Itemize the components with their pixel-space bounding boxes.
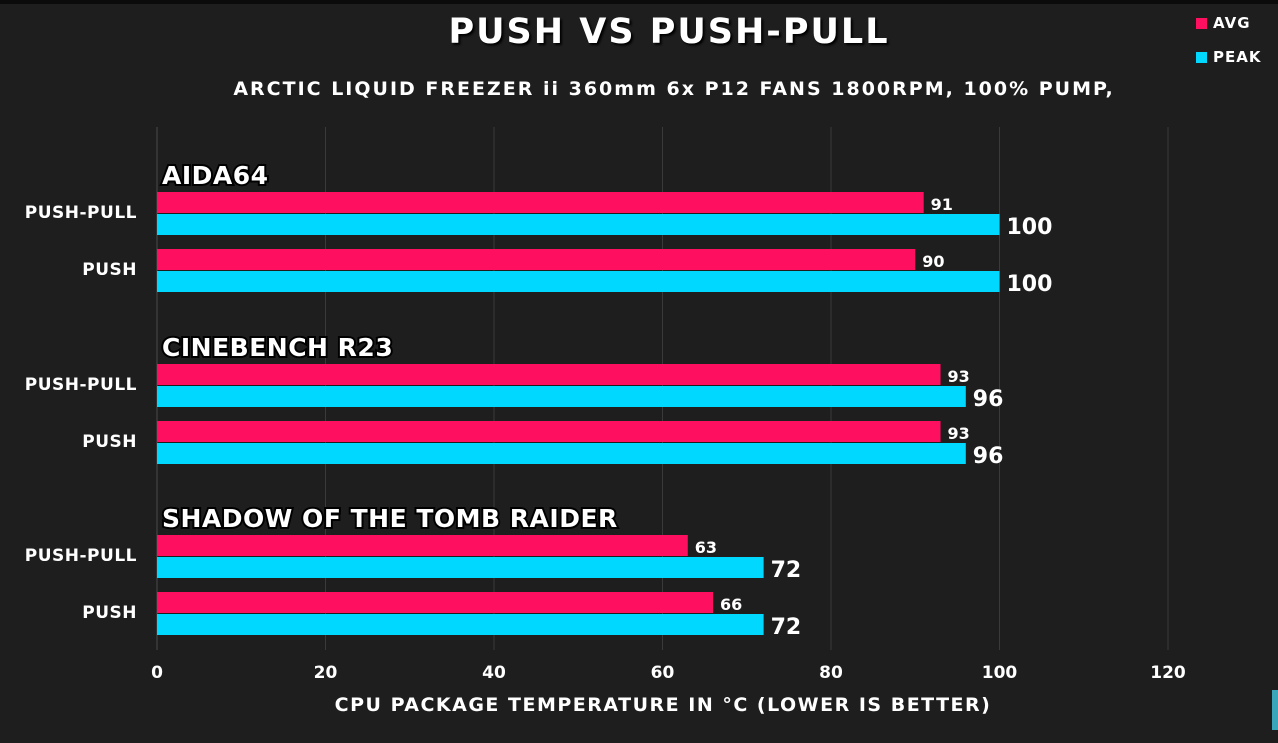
peak-value-label: 96 [973,387,1004,412]
avg-bar [157,364,941,385]
chart-subtitle: ARCTIC LIQUID FREEZER ii 360mm 6x P12 FA… [233,78,1115,100]
x-tick-label: 40 [482,663,506,683]
peak-bar [157,557,764,578]
top-border [0,0,1278,4]
x-tick-label: 120 [1150,663,1186,683]
corner-accent [1272,690,1278,730]
avg-bar [157,535,688,556]
avg-value-label: 93 [948,424,970,443]
chart-title: PUSH VS PUSH-PULL [448,12,890,52]
x-tick-label: 60 [651,663,675,683]
legend-label-peak: PEAK [1213,48,1262,66]
peak-bar [157,443,966,464]
x-tick-label: 0 [151,663,163,683]
x-tick-label: 100 [982,663,1018,683]
peak-value-label: 72 [771,615,802,640]
group-label: AIDA64 [162,161,269,190]
legend-swatch-peak [1196,51,1207,63]
peak-value-label: 96 [973,444,1004,469]
peak-bar [157,271,1000,292]
avg-value-label: 93 [948,367,970,386]
avg-value-label: 91 [931,195,953,214]
legend-item-avg: AVG [1196,12,1261,34]
avg-bar [157,592,714,613]
avg-bar [157,192,924,213]
row-label: PUSH [82,603,137,623]
peak-bar [157,214,1000,235]
peak-value-label: 72 [771,558,802,583]
x-tick-label: 20 [314,663,338,683]
row-label: PUSH [82,432,137,452]
avg-value-label: 66 [720,595,742,614]
legend-item-peak: PEAK [1196,46,1261,68]
avg-bar [157,421,941,442]
row-label: PUSH [82,260,137,280]
avg-bar [157,249,916,270]
legend-label-avg: AVG [1213,14,1251,32]
peak-bar [157,614,764,635]
group-label: SHADOW OF THE TOMB RAIDER [162,504,618,533]
chart-legend: AVG PEAK [1196,12,1261,80]
peak-value-label: 100 [1007,215,1053,240]
avg-value-label: 63 [695,538,717,557]
peak-value-label: 100 [1007,272,1053,297]
group-label: CINEBENCH R23 [162,333,393,362]
row-label: PUSH-PULL [25,203,137,223]
peak-bar [157,386,966,407]
x-axis-label: CPU PACKAGE TEMPERATURE IN °C (LOWER IS … [335,694,992,716]
avg-value-label: 90 [922,252,944,271]
x-tick-label: 80 [819,663,843,683]
legend-swatch-avg [1196,17,1207,29]
row-label: PUSH-PULL [25,375,137,395]
row-label: PUSH-PULL [25,546,137,566]
